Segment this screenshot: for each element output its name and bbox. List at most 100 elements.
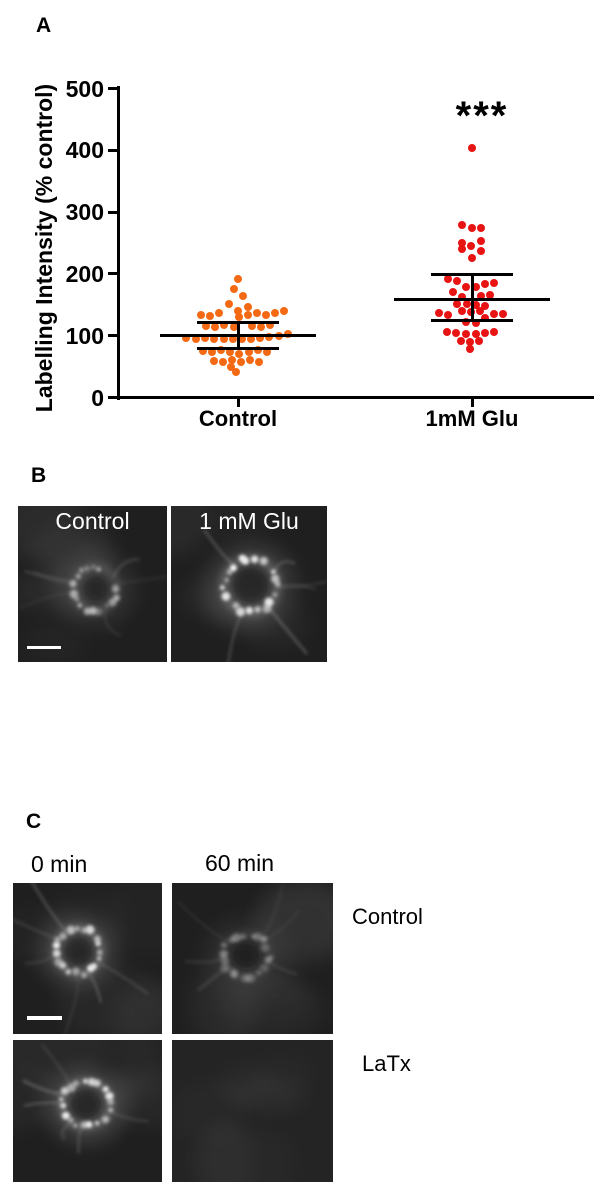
- scatter-dot: [247, 334, 255, 343]
- scatter-dot: [219, 358, 227, 367]
- scatter-dot: [444, 274, 452, 283]
- micrograph-image: [172, 1040, 333, 1182]
- scatter-dot: [201, 333, 209, 342]
- y-tick: [108, 87, 117, 90]
- scatter-dot: [435, 309, 443, 318]
- x-axis-line: [117, 396, 594, 399]
- scatter-dot: [490, 310, 498, 319]
- scatter-dot: [458, 292, 466, 301]
- scatter-dot: [234, 274, 242, 283]
- scatter-dot: [208, 348, 216, 357]
- scatter-dot: [472, 330, 480, 339]
- scatter-dot: [256, 334, 264, 343]
- scatter-dot: [477, 247, 485, 256]
- scatter-dot: [230, 323, 238, 332]
- scatter-dot: [472, 300, 480, 309]
- column-header-0min: 0 min: [31, 851, 88, 877]
- scatter-dot: [245, 347, 253, 356]
- scatter-dot: [237, 358, 245, 367]
- scatter-dot: [453, 299, 461, 308]
- scatter-dot: [462, 282, 470, 291]
- scatter-dot: [226, 348, 234, 357]
- micrograph-image: [18, 506, 167, 662]
- scatter-dot: [228, 355, 236, 364]
- y-tick-label: 200: [65, 260, 104, 287]
- scatter-dot: [248, 321, 256, 330]
- scale-bar: [27, 1016, 62, 1020]
- scatter-dot: [280, 306, 288, 315]
- panel-a-label: A: [36, 14, 52, 37]
- micrograph-latx-60min: [172, 1040, 333, 1182]
- y-axis-title: Labelling Intensity (% control): [31, 83, 57, 413]
- scatter-dot: [210, 357, 218, 366]
- scale-bar: [27, 646, 61, 649]
- scatter-dot: [244, 303, 252, 312]
- micrograph-control: Control: [18, 506, 167, 662]
- mean-line: [160, 334, 316, 338]
- micrograph-image: [13, 1040, 162, 1182]
- scatter-dot: [476, 306, 484, 315]
- scatter-dot: [453, 277, 461, 286]
- scatter-dot: [475, 337, 483, 346]
- y-tick-label: 400: [65, 137, 104, 164]
- scatter-dot: [220, 321, 228, 330]
- scatter-dot: [235, 349, 243, 358]
- micrograph-latx-0min: [13, 1040, 162, 1182]
- error-whisker: [470, 274, 474, 321]
- scatter-dot: [463, 300, 471, 309]
- scatter-dot: [467, 242, 475, 251]
- scatter-dot: [468, 254, 476, 263]
- scatter-dot: [443, 327, 451, 336]
- scatter-dot: [182, 334, 190, 343]
- y-tick-label: 0: [91, 384, 104, 411]
- micrograph-image: [172, 883, 333, 1034]
- y-tick: [108, 396, 117, 399]
- image-label: 1 mM Glu: [199, 508, 299, 534]
- scatter-dot: [220, 335, 228, 344]
- scatter-chart: Labelling Intensity (% control) *** 0 100…: [0, 0, 608, 460]
- scatter-dot: [206, 311, 214, 320]
- y-tick: [108, 272, 117, 276]
- scatter-dot: [262, 311, 270, 320]
- scatter-dot: [266, 321, 274, 330]
- row-label-control: Control: [352, 904, 423, 929]
- scatter-dot: [263, 347, 271, 356]
- scatter-dot: [466, 344, 474, 353]
- x-tick-label: Control: [198, 406, 278, 431]
- scatter-dot: [468, 143, 476, 152]
- micrograph-control-60min: [172, 883, 333, 1034]
- scatter-dot: [477, 291, 485, 300]
- scatter-dot: [246, 355, 254, 364]
- scatter-dot: [481, 302, 489, 311]
- scatter-dot: [244, 310, 252, 319]
- x-tick-label: 1mM Glu: [425, 406, 519, 431]
- y-tick: [108, 334, 117, 338]
- y-tick: [108, 148, 117, 152]
- scatter-dot: [232, 368, 240, 377]
- panel-c-label: C: [26, 810, 42, 833]
- error-cap-lower: [431, 319, 513, 323]
- micrograph-control-0min: [13, 883, 162, 1034]
- y-tick: [108, 210, 117, 214]
- x-tick: [236, 399, 240, 407]
- scatter-dot: [215, 309, 223, 318]
- scatter-dot: [472, 283, 480, 292]
- error-cap-lower: [197, 347, 279, 351]
- scatter-dot: [499, 310, 507, 319]
- mean-line: [394, 298, 550, 302]
- scatter-dot: [199, 347, 207, 356]
- scatter-dot: [192, 334, 200, 343]
- scatter-dot: [202, 321, 210, 330]
- image-label: Control: [55, 508, 130, 534]
- y-axis-line: [117, 86, 120, 400]
- scatter-dot: [477, 236, 485, 245]
- scatter-dot: [490, 278, 498, 287]
- scatter-dot: [211, 323, 219, 332]
- micrograph-image: [171, 506, 327, 662]
- scatter-dot: [462, 329, 470, 338]
- scatter-dot: [458, 244, 466, 253]
- y-tick-label: 500: [65, 75, 104, 102]
- scatter-dot: [452, 329, 460, 338]
- scatter-dot: [466, 338, 474, 347]
